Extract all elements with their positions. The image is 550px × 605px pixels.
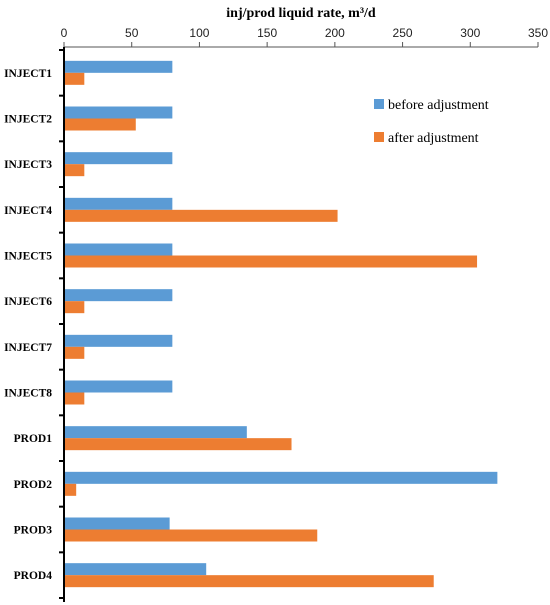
bar-after-inject8: [65, 392, 85, 405]
bar-after-inject4: [65, 209, 338, 222]
category-label: INJECT5: [4, 251, 52, 263]
bar-before-prod2: [65, 471, 498, 484]
legend-label: before adjustment: [388, 98, 489, 113]
x-tick-label: 0: [61, 26, 68, 40]
category-label: INJECT1: [4, 68, 52, 80]
legend: before adjustment after adjustment: [374, 98, 489, 146]
bar-after-prod2: [65, 483, 77, 496]
bar-after-inject1: [65, 72, 85, 85]
x-tick-label: 200: [325, 26, 345, 40]
bar-after-inject7: [65, 346, 85, 359]
bar-before-inject1: [65, 60, 173, 73]
category-label: INJECT7: [4, 342, 52, 354]
bar-before-inject2: [65, 106, 173, 119]
category-label: INJECT6: [4, 296, 52, 308]
x-tick-label: 300: [460, 26, 480, 40]
bars: [65, 60, 498, 588]
x-tick-label: 150: [257, 26, 277, 40]
x-tick-label: 50: [125, 26, 139, 40]
legend-swatch: [374, 99, 384, 109]
x-axis: 0 50 100 150 200 250 300 350: [61, 26, 548, 48]
y-axis: [59, 47, 65, 602]
bar-after-inject2: [65, 118, 136, 131]
bar-before-prod1: [65, 426, 247, 439]
bar-after-prod1: [65, 438, 292, 451]
bar-after-prod4: [65, 575, 434, 588]
category-label: PROD2: [14, 479, 53, 491]
category-label: INJECT4: [4, 205, 52, 217]
category-label: INJECT2: [4, 114, 52, 126]
category-label: PROD3: [14, 525, 53, 537]
bar-after-inject6: [65, 301, 85, 314]
bar-before-inject6: [65, 289, 173, 302]
bar-before-inject7: [65, 334, 173, 347]
bar-before-inject4: [65, 197, 173, 210]
category-label: PROD1: [14, 433, 53, 445]
bar-after-inject3: [65, 164, 85, 177]
legend-swatch: [374, 132, 384, 142]
x-axis-title: inj/prod liquid rate, m³/d: [226, 6, 376, 21]
bar-before-inject5: [65, 243, 173, 256]
bar-before-inject3: [65, 152, 173, 165]
category-label: PROD4: [14, 570, 53, 582]
category-labels: INJECT1 INJECT2 INJECT3 INJECT4 INJECT5 INJEC…: [4, 68, 52, 582]
bar-after-inject5: [65, 255, 478, 268]
x-tick-label: 350: [528, 26, 548, 40]
legend-label: after adjustment: [388, 131, 479, 146]
category-label: INJECT8: [4, 388, 52, 400]
bar-before-prod4: [65, 563, 207, 576]
x-tick-label: 250: [393, 26, 413, 40]
bar-before-prod3: [65, 517, 170, 530]
category-label: INJECT3: [4, 159, 52, 171]
x-tick-label: 100: [189, 26, 209, 40]
bar-before-inject8: [65, 380, 173, 393]
bar-after-prod3: [65, 529, 318, 542]
